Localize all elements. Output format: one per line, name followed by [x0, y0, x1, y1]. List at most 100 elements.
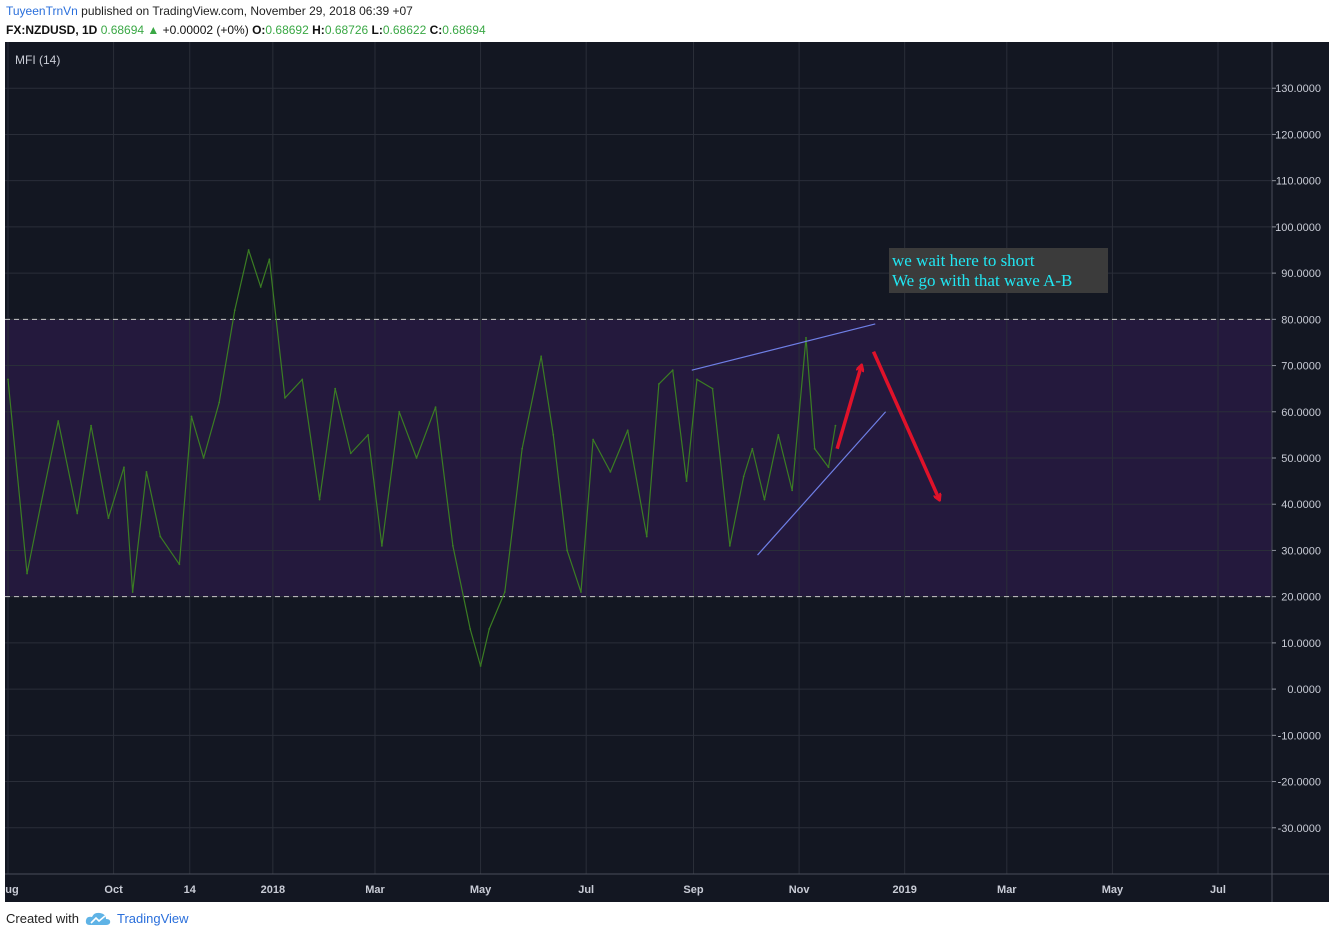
y-tick-label: 40.0000 — [1281, 499, 1321, 511]
last-price: 0.68694 — [100, 23, 145, 37]
mfi-point — [190, 415, 193, 418]
mfi-point — [39, 503, 42, 506]
up-arrow-icon: ▲ — [147, 23, 160, 37]
mfi-point — [284, 397, 286, 399]
mfi-point — [609, 470, 612, 473]
mfi-point — [479, 665, 482, 667]
mfi-point — [488, 628, 491, 630]
mfi-point — [580, 591, 582, 593]
y-tick-label: 60.0000 — [1281, 407, 1321, 419]
mfi-chart[interactable]: 130.0000 120.0000 110.0000 100.0000 90.0000 8… — [0, 42, 1329, 902]
y-tick-label: -20.0000 — [1278, 777, 1321, 789]
mfi-point — [671, 369, 674, 372]
x-tick-label: Mar — [365, 884, 385, 896]
published-text: published on TradingView.com, November 2… — [81, 4, 413, 18]
symbol-label: FX:NZDUSD, 1D — [6, 23, 98, 37]
mfi-line — [7, 249, 837, 667]
trendline — [757, 411, 887, 556]
mfi-point — [76, 512, 79, 515]
red-arrow — [871, 350, 940, 500]
red-arrow — [835, 366, 861, 450]
mfi-point — [540, 355, 543, 358]
mfi-point — [123, 466, 125, 469]
mfi-point — [805, 336, 807, 339]
tradingview-cloud-icon[interactable] — [85, 912, 111, 926]
footer: Created with TradingView — [6, 911, 189, 926]
mfi-point — [626, 429, 629, 432]
mfi-point — [268, 258, 271, 261]
x-tick-label: 2019 — [892, 884, 916, 896]
mfi-point — [728, 544, 731, 547]
mfi-point — [503, 591, 506, 593]
y-tick-label: 30.0000 — [1281, 545, 1321, 557]
y-tick-label: 130.0000 — [1275, 83, 1321, 95]
mfi-point — [451, 544, 454, 547]
close-value: 0.68694 — [442, 23, 486, 37]
mfi-point — [90, 424, 92, 427]
x-tick-label: 2018 — [261, 884, 285, 896]
mfi-point — [645, 535, 648, 538]
trendline — [691, 323, 876, 371]
y-tick-label: -10.0000 — [1278, 730, 1321, 742]
mfi-point — [334, 387, 337, 390]
mfi-point — [233, 309, 236, 311]
mfi-point — [202, 457, 205, 459]
y-tick-label: 50.0000 — [1281, 453, 1321, 465]
x-tick-label: Sep — [683, 884, 703, 896]
publish-info: TuyeenTrnVn published on TradingView.com… — [6, 4, 413, 18]
high-value: 0.68726 — [324, 23, 369, 37]
y-tick-label: 100.0000 — [1275, 222, 1321, 234]
high-label: H: — [312, 23, 325, 37]
x-tick-label: Mar — [997, 884, 1017, 896]
mfi-point — [415, 457, 418, 459]
x-tick-label: 14 — [184, 884, 197, 896]
author-link[interactable]: TuyeenTrnVn — [6, 4, 78, 18]
close-label: C: — [429, 23, 443, 37]
mfi-point — [349, 452, 352, 455]
mfi-point — [469, 628, 472, 630]
y-tick-label: 0.0000 — [1287, 684, 1321, 696]
x-tick-label: Jul — [578, 884, 594, 896]
mfi-point — [711, 387, 714, 390]
y-tick-label: 80.0000 — [1281, 314, 1321, 326]
low-label: L: — [371, 23, 383, 37]
x-tick-label: Nov — [789, 884, 811, 896]
y-tick-label: 10.0000 — [1281, 638, 1321, 650]
tradingview-link[interactable]: TradingView — [116, 911, 189, 926]
mfi-point — [57, 420, 60, 422]
mfi-point — [367, 433, 369, 436]
x-tick-label: Aug — [5, 884, 19, 896]
mfi-point — [834, 424, 837, 427]
open-label: O: — [252, 23, 266, 37]
mfi-point — [742, 475, 745, 478]
open-value: 0.68692 — [265, 23, 309, 37]
y-tick-label: 70.0000 — [1281, 361, 1321, 373]
y-tick-label: 120.0000 — [1275, 129, 1321, 141]
mfi-point — [107, 517, 110, 519]
x-tick-label: May — [470, 884, 492, 896]
created-with-text: Created with — [6, 911, 79, 926]
mfi-point — [381, 544, 383, 547]
x-tick-label: Oct — [104, 884, 123, 896]
chart-frame[interactable]: 130.0000 120.0000 110.0000 100.0000 90.0000 8… — [0, 42, 1329, 902]
mfi-point — [592, 438, 594, 441]
price-change: +0.00002 (+0%) — [162, 23, 249, 37]
symbol-info: FX:NZDUSD, 1D 0.68694 ▲ +0.00002 (+0%) O… — [6, 23, 486, 37]
mfi-point — [685, 480, 688, 483]
mfi-point — [7, 378, 9, 381]
mfi-point — [131, 591, 134, 593]
y-tick-label: 90.0000 — [1281, 268, 1321, 280]
mfi-point — [178, 563, 181, 566]
mfi-point — [751, 447, 754, 450]
mfi-point — [763, 498, 766, 501]
y-tick-label: -30.0000 — [1278, 823, 1321, 835]
mfi-point — [813, 447, 816, 450]
y-tick-label: 110.0000 — [1276, 176, 1321, 188]
low-value: 0.68622 — [382, 23, 427, 37]
mfi-point — [318, 498, 321, 501]
mfi-point — [777, 433, 780, 436]
mfi-point — [657, 383, 660, 385]
y-tick-label: 20.0000 — [1281, 592, 1321, 604]
mfi-point — [552, 433, 555, 436]
annotation-box — [889, 248, 1108, 293]
